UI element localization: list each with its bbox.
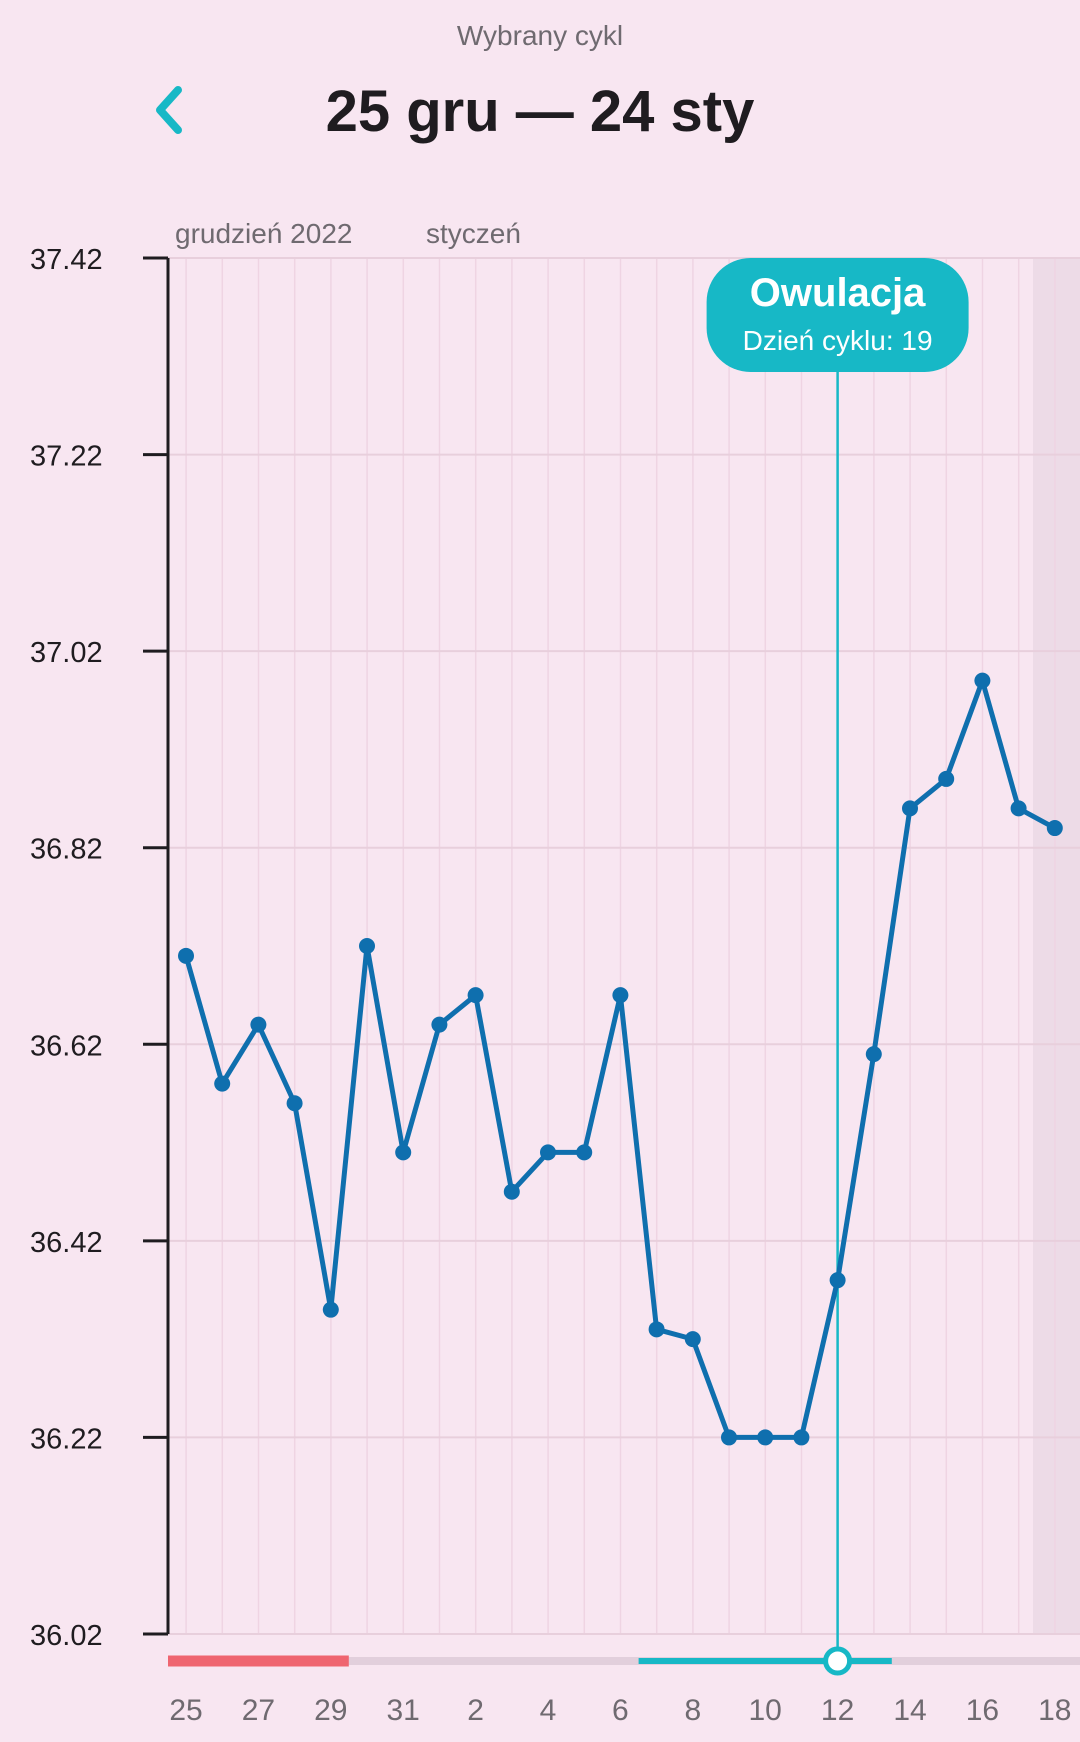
temperature-point bbox=[974, 672, 991, 689]
x-tick-label: 4 bbox=[540, 1694, 557, 1727]
temperature-point bbox=[467, 987, 484, 1004]
ovulation-sublabel: Dzień cyklu: 19 bbox=[743, 325, 933, 356]
x-tick-label: 29 bbox=[314, 1694, 347, 1727]
y-tick-label: 36.22 bbox=[30, 1423, 103, 1455]
y-tick-label: 37.42 bbox=[30, 244, 103, 276]
y-tick-label: 37.22 bbox=[30, 441, 103, 473]
x-tick-label: 27 bbox=[242, 1694, 275, 1727]
temperature-point bbox=[359, 938, 375, 954]
x-tick-label: 6 bbox=[612, 1694, 629, 1727]
temperature-point bbox=[540, 1144, 556, 1161]
temperature-point bbox=[612, 987, 629, 1004]
chevron-left-icon bbox=[156, 86, 182, 134]
temperature-point bbox=[902, 800, 918, 817]
page-title: 25 gru — 24 sty bbox=[325, 79, 755, 144]
temperature-point bbox=[286, 1095, 303, 1112]
temperature-point bbox=[684, 1331, 701, 1348]
y-tick-label: 36.02 bbox=[30, 1620, 103, 1652]
temperature-point bbox=[1010, 800, 1027, 817]
y-tick-label: 36.62 bbox=[30, 1030, 103, 1062]
back-button[interactable] bbox=[140, 80, 200, 140]
temperature-point bbox=[721, 1429, 737, 1446]
temperature-point bbox=[757, 1429, 774, 1446]
subtitle: Wybrany cykl bbox=[456, 20, 624, 51]
x-tick-label: 16 bbox=[966, 1694, 999, 1727]
temperature-point bbox=[322, 1301, 339, 1318]
temperature-point bbox=[865, 1046, 882, 1063]
y-tick-label: 36.42 bbox=[30, 1227, 103, 1259]
ovulation-marker bbox=[823, 1646, 853, 1676]
x-tick-label: 18 bbox=[1038, 1694, 1071, 1727]
x-tick-label: 2 bbox=[467, 1694, 484, 1727]
temperature-point bbox=[648, 1321, 665, 1338]
x-tick-label: 31 bbox=[387, 1694, 420, 1727]
temperature-point bbox=[250, 1016, 267, 1033]
x-tick-label: 25 bbox=[169, 1694, 202, 1727]
temperature-point bbox=[431, 1016, 448, 1033]
y-tick-label: 36.82 bbox=[30, 834, 103, 866]
x-tick-label: 14 bbox=[893, 1694, 926, 1727]
month-label: grudzień 2022 bbox=[175, 218, 352, 249]
temperature-point bbox=[938, 770, 955, 787]
x-tick-label: 12 bbox=[821, 1694, 854, 1727]
x-tick-label: 10 bbox=[749, 1694, 782, 1727]
temperature-point bbox=[214, 1075, 231, 1092]
month-label: styczeń bbox=[426, 218, 521, 249]
temperature-point bbox=[178, 947, 194, 964]
future-shade bbox=[1033, 258, 1080, 1634]
temperature-point bbox=[503, 1183, 520, 1200]
temperature-point bbox=[829, 1272, 846, 1289]
temperature-point bbox=[793, 1429, 810, 1446]
temperature-point bbox=[395, 1144, 412, 1161]
ovulation-bubble bbox=[706, 258, 969, 372]
temperature-point bbox=[576, 1144, 593, 1161]
x-tick-label: 8 bbox=[684, 1694, 701, 1727]
temperature-point bbox=[1046, 820, 1063, 837]
y-tick-label: 37.02 bbox=[30, 637, 103, 669]
ovulation-label: Owulacja bbox=[750, 271, 926, 315]
